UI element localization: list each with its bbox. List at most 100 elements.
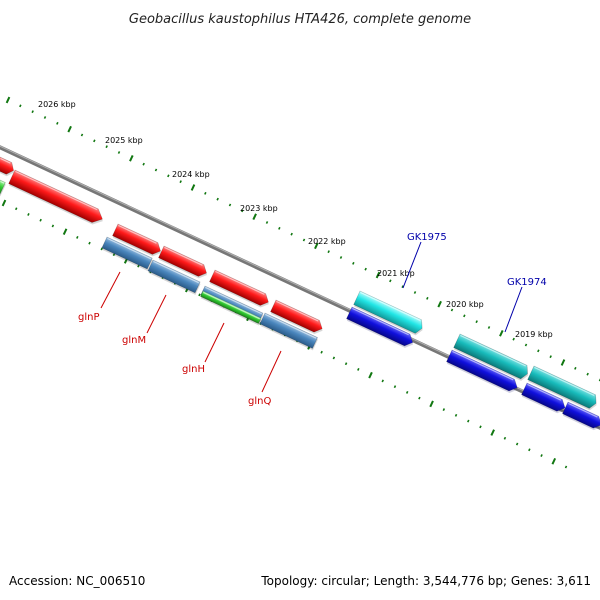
minor-tick [265,221,269,224]
major-tick [5,96,11,104]
minor-tick [450,308,454,312]
cds-feature [0,156,14,177]
tick-label: 2024 kbp [172,170,210,179]
minor-tick [154,168,158,172]
minor-tick [344,362,348,366]
minor-tick [100,247,103,251]
tick-label: 2022 kbp [308,237,346,246]
tick-label: 2023 kbp [240,204,278,213]
minor-tick [198,293,201,297]
minor-tick [93,139,96,143]
gene-label-glnh: glnH [182,364,205,375]
minor-tick [14,207,18,211]
gk1974-orf-feature [446,349,518,393]
gene-label-leaders [100,241,523,393]
gk1975-orf-feature [346,306,414,348]
gk1974-orf-feature [562,401,600,431]
minor-tick [56,121,59,125]
major-tick [375,271,381,279]
minor-tick [117,151,121,154]
minor-tick [27,213,30,216]
minor-tick [389,279,392,283]
cds-feature [270,299,323,335]
minor-tick [339,256,343,259]
minor-tick [454,413,458,417]
minor-tick [332,356,336,360]
minor-tick [137,264,140,268]
gk1974-orf-feature [521,382,566,414]
glnh-green-feature [200,290,262,326]
glnm-feature [147,259,201,295]
minor-tick [487,326,491,329]
major-tick [314,242,319,250]
cds-feature [209,269,269,308]
gene-label-glnq: glnQ [248,396,271,407]
minor-tick [512,337,515,341]
gene-label-gk1974: GK1974 [507,277,547,288]
minor-tick [204,191,207,195]
minor-tick [364,267,367,271]
major-tick [551,457,557,465]
accession-text: Accession: NC_006510 [9,574,146,588]
minor-tick [426,296,429,300]
major-tick [490,429,495,436]
minor-tick [76,236,79,239]
gk1974-feature [453,333,528,381]
minor-tick [463,314,466,318]
minor-tick [19,104,22,108]
minor-tick [43,116,47,119]
gene-label-gk1975: GK1975 [407,232,447,243]
gk1974-feature [527,365,597,411]
outer-tick-ring [5,96,600,382]
minor-tick [418,396,421,400]
major-tick [67,125,72,133]
tick-label: 2021 kbp [377,269,415,278]
minor-tick [549,355,552,359]
minor-tick [352,261,355,265]
minor-tick [327,250,330,254]
minor-tick [540,454,543,457]
feature-track [0,156,600,431]
major-tick [1,199,7,207]
minor-tick [39,218,42,222]
minor-tick [179,180,182,184]
major-tick [368,371,373,379]
minor-tick [278,226,281,230]
minor-tick [393,385,397,389]
tick-label: 2020 kbp [446,300,484,309]
minor-tick [467,419,470,423]
minor-tick [515,442,519,446]
minor-tick [216,197,219,201]
minor-tick [80,133,84,137]
major-tick [429,400,434,408]
minor-tick [241,209,244,213]
major-tick [62,228,68,236]
minor-tick [112,253,116,257]
minor-tick [503,436,507,440]
tick-labels: 2026 kbp 2025 kbp 2024 kbp 2023 kbp 2022… [38,100,553,339]
minor-tick [381,379,384,383]
glnq-feature [259,312,318,351]
cds-feature [0,179,6,197]
minor-tick [564,465,568,469]
glnp-feature [101,236,153,271]
cds-feature [158,245,207,279]
minor-tick [31,110,34,114]
major-tick [499,330,504,337]
minor-tick [413,291,417,294]
gene-labels: GK1975 GK1974 glnP glnM glnH glnQ [78,232,547,407]
minor-tick [357,368,360,371]
minor-tick [142,162,145,166]
minor-tick [475,320,478,324]
major-tick [560,359,566,366]
minor-tick [105,145,108,149]
gene-label-glnp: glnP [78,312,100,323]
minor-tick [524,343,528,347]
minor-tick [537,349,540,353]
map-title: Geobacillus kaustophilus HTA426, complet… [129,12,471,27]
minor-tick [479,425,482,429]
cds-feature [8,169,103,225]
minor-tick [401,285,404,289]
major-tick [129,155,134,162]
